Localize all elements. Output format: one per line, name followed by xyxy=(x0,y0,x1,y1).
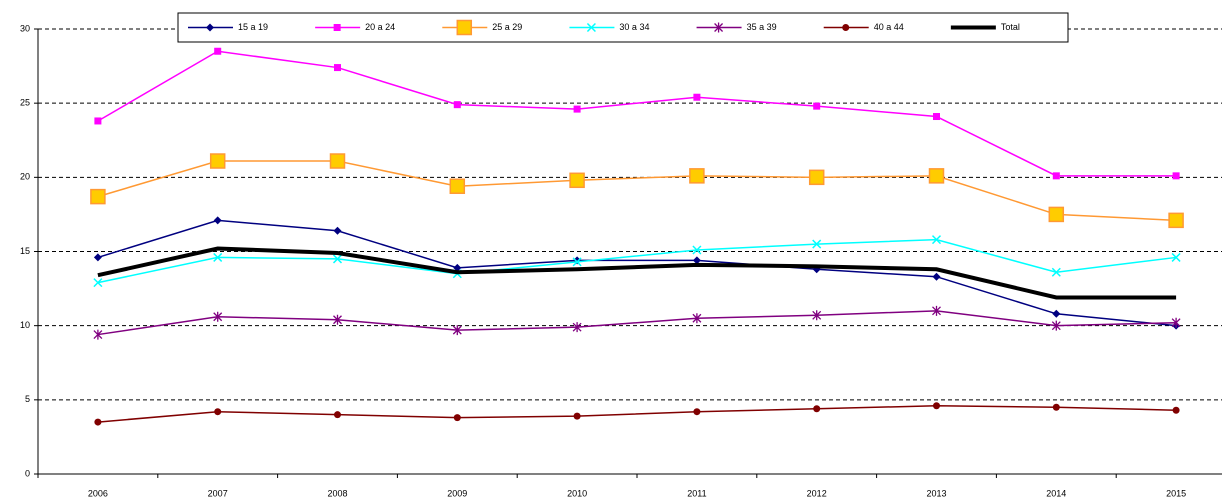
marker xyxy=(209,153,226,169)
legend-label: Total xyxy=(1001,22,1020,32)
marker xyxy=(214,47,222,55)
x-tick-label: 2007 xyxy=(208,488,228,498)
legend: 15 a 19 20 a 24 25 a 29 30 a 34 35 a 39 40 a … xyxy=(177,12,1069,43)
marker xyxy=(1171,252,1181,262)
y-tick-label: 25 xyxy=(20,98,30,108)
marker xyxy=(213,252,223,262)
marker xyxy=(1052,309,1061,318)
series-line xyxy=(97,219,1177,327)
marker xyxy=(1172,406,1180,414)
marker xyxy=(928,168,945,184)
series-line xyxy=(97,310,1177,336)
marker xyxy=(933,113,940,121)
marker xyxy=(93,253,102,262)
marker xyxy=(206,23,214,32)
marker xyxy=(453,414,461,422)
marker xyxy=(693,408,701,416)
marker xyxy=(1048,206,1065,223)
marker xyxy=(692,256,701,265)
y-tick-label: 20 xyxy=(20,172,30,182)
series-line xyxy=(97,50,1177,177)
marker xyxy=(334,411,341,419)
x-tick-label: 2011 xyxy=(687,488,706,498)
marker xyxy=(1051,267,1061,277)
marker xyxy=(569,172,585,189)
marker xyxy=(812,239,822,249)
x-tick-label: 2010 xyxy=(567,488,587,498)
marker xyxy=(90,188,106,205)
marker xyxy=(692,245,702,255)
marker xyxy=(94,418,102,426)
marker xyxy=(333,24,341,31)
marker xyxy=(93,329,103,340)
marker xyxy=(332,254,343,264)
marker xyxy=(1052,403,1060,411)
marker xyxy=(842,24,850,31)
series-line xyxy=(97,405,1177,423)
marker xyxy=(1052,172,1060,180)
marker xyxy=(334,64,341,72)
marker xyxy=(333,226,342,235)
marker xyxy=(813,405,821,413)
marker xyxy=(812,310,822,321)
marker xyxy=(333,314,342,325)
marker xyxy=(213,216,222,225)
legend-label: 20 a 24 xyxy=(365,22,395,32)
marker xyxy=(573,256,582,265)
marker xyxy=(452,325,462,336)
marker xyxy=(573,412,581,420)
legend-label: 15 a 19 xyxy=(238,22,268,32)
marker xyxy=(933,402,940,410)
series-line xyxy=(97,160,1177,222)
marker xyxy=(808,169,825,186)
legend-label: 25 a 29 xyxy=(492,22,522,32)
marker xyxy=(456,19,473,36)
marker xyxy=(573,105,581,113)
marker xyxy=(94,117,102,125)
x-tick-label: 2008 xyxy=(327,488,347,498)
x-tick-label: 2012 xyxy=(807,488,827,498)
marker xyxy=(692,313,702,324)
marker xyxy=(932,305,941,316)
series-line xyxy=(97,246,1177,300)
marker xyxy=(213,311,223,322)
marker xyxy=(214,408,222,416)
marker xyxy=(931,235,942,245)
y-tick-label: 10 xyxy=(20,320,30,330)
marker xyxy=(453,101,461,109)
series-line xyxy=(97,238,1177,284)
marker xyxy=(714,22,724,33)
marker xyxy=(1171,317,1181,328)
marker xyxy=(572,322,582,333)
marker xyxy=(93,278,103,288)
legend-label: 30 a 34 xyxy=(619,22,649,32)
marker xyxy=(813,102,821,110)
y-tick-label: 0 xyxy=(25,468,30,478)
x-tick-label: 2009 xyxy=(447,488,467,498)
marker xyxy=(1172,172,1180,180)
legend-label: 40 a 44 xyxy=(874,22,904,32)
marker xyxy=(572,257,582,267)
marker xyxy=(449,178,466,194)
y-tick-label: 5 xyxy=(25,394,30,404)
marker xyxy=(689,168,705,184)
x-tick-label: 2014 xyxy=(1046,488,1066,498)
y-tick-label: 30 xyxy=(20,23,30,33)
x-tick-label: 2015 xyxy=(1166,488,1186,498)
marker xyxy=(329,153,346,169)
legend-label: 35 a 39 xyxy=(747,22,777,32)
marker xyxy=(1051,320,1061,331)
marker xyxy=(693,93,701,101)
y-tick-label: 15 xyxy=(20,246,30,256)
marker xyxy=(586,22,596,33)
marker xyxy=(932,272,941,281)
marker xyxy=(1168,212,1184,229)
x-tick-label: 2013 xyxy=(926,488,946,498)
x-tick-label: 2006 xyxy=(88,488,108,498)
marker xyxy=(453,263,462,272)
